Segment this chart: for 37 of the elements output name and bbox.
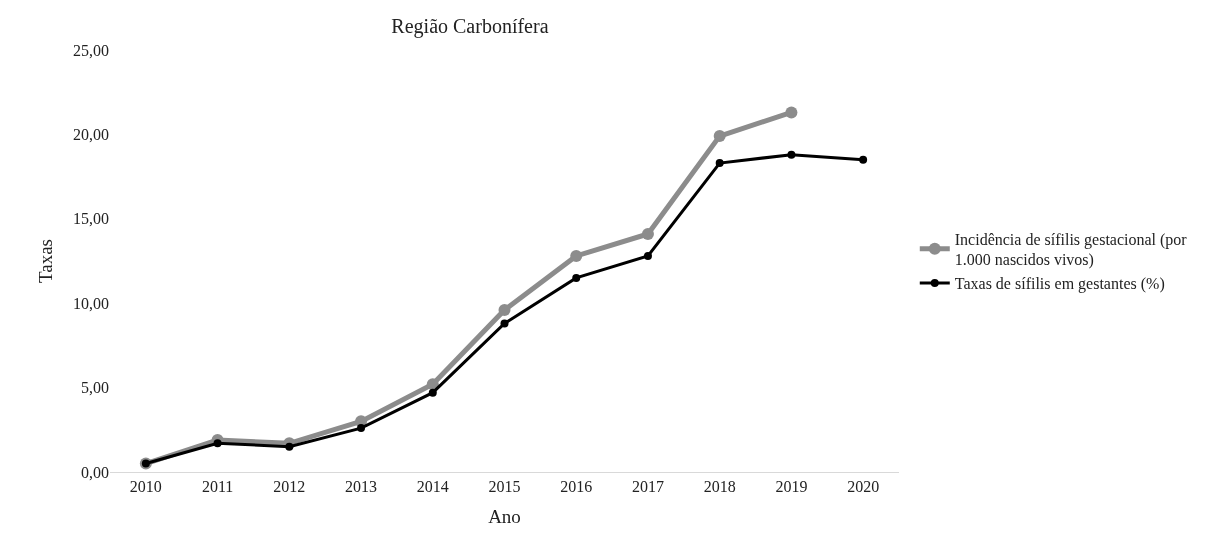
point xyxy=(715,159,724,168)
y-tick-label: 25,00 xyxy=(73,41,109,59)
point xyxy=(213,439,222,448)
point xyxy=(859,155,868,164)
legend-label: Incidência de sífilis gestacional (por 1.000 nascidos vivos) xyxy=(954,230,1188,270)
x-tick-label: 2016 xyxy=(560,478,593,496)
y-axis-title: Taxas xyxy=(34,238,56,284)
x-axis-title: Ano xyxy=(488,506,521,527)
point xyxy=(500,319,509,328)
point xyxy=(641,227,654,240)
point xyxy=(285,442,294,451)
point xyxy=(643,251,652,260)
x-tick-label: 2014 xyxy=(416,478,449,496)
point xyxy=(787,150,796,159)
point xyxy=(570,249,583,262)
y-tick-label: 20,00 xyxy=(73,126,109,143)
point xyxy=(785,106,798,119)
x-tick-label: 2012 xyxy=(273,478,306,496)
x-tick-label: 2010 xyxy=(129,478,162,496)
point xyxy=(357,424,366,433)
y-tick-label: 10,00 xyxy=(73,294,109,312)
y-tick-label: 0,00 xyxy=(81,463,109,481)
x-tick-label: 2011 xyxy=(201,478,234,496)
point xyxy=(572,273,581,282)
point xyxy=(428,388,437,397)
chart-title: Região Carbonífera xyxy=(391,14,549,38)
x-tick-label: 2017 xyxy=(631,478,664,496)
point xyxy=(498,303,511,316)
x-tick-label: 2020 xyxy=(847,478,880,496)
legend-label: Taxas de sífilis em gestantes (%) xyxy=(954,275,1165,294)
y-tick-label: 5,00 xyxy=(81,379,109,397)
x-tick-label: 2018 xyxy=(703,478,736,496)
x-tick-label: 2019 xyxy=(775,478,808,496)
point xyxy=(713,130,726,143)
x-tick-label: 2015 xyxy=(488,478,521,496)
x-tick-label: 2013 xyxy=(345,478,378,496)
y-tick-label: 15,00 xyxy=(73,210,109,228)
